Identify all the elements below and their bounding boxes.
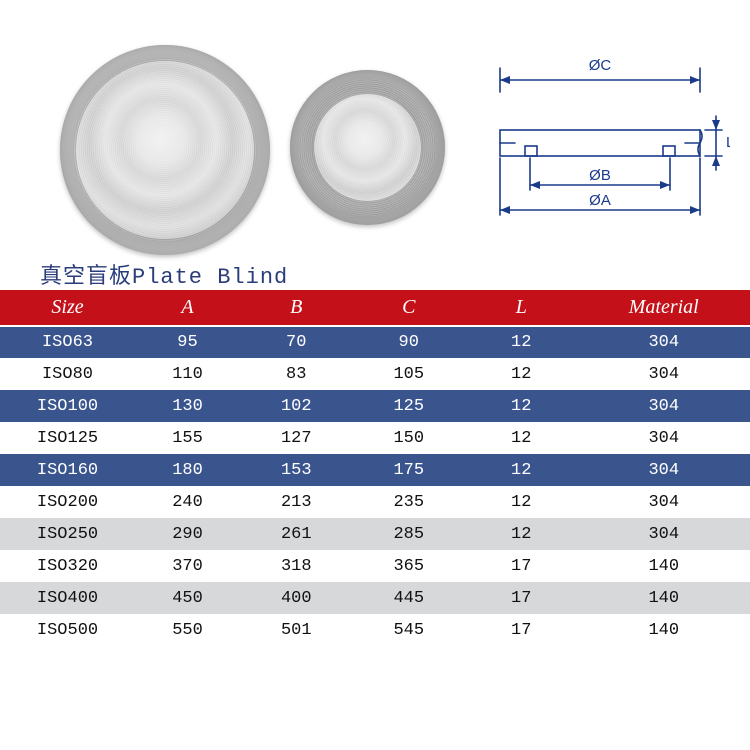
table-cell: 304 — [578, 422, 750, 454]
table-row: ISO10013010212512304 — [0, 390, 750, 422]
table-cell: 450 — [135, 582, 240, 614]
table-cell: 240 — [135, 486, 240, 518]
table-cell: ISO63 — [0, 326, 135, 358]
table-cell: ISO160 — [0, 454, 135, 486]
table-cell: 304 — [578, 518, 750, 550]
figure-region: ØC ØB — [0, 0, 750, 280]
table-cell: 12 — [465, 326, 578, 358]
table-cell: 304 — [578, 326, 750, 358]
table-cell: 12 — [465, 454, 578, 486]
table-cell: 213 — [240, 486, 353, 518]
table-row: ISO32037031836517140 — [0, 550, 750, 582]
table-cell: ISO500 — [0, 614, 135, 646]
table-cell: ISO80 — [0, 358, 135, 390]
table-cell: 102 — [240, 390, 353, 422]
product-title: 真空盲板Plate Blind — [40, 258, 288, 290]
table-header-cell: Size — [0, 290, 135, 326]
table-header-row: SizeABCLMaterial — [0, 290, 750, 326]
table-cell: 127 — [240, 422, 353, 454]
table-cell: 90 — [353, 326, 466, 358]
dim-label-c: ØC — [589, 57, 612, 74]
table-cell: 370 — [135, 550, 240, 582]
table-cell: ISO250 — [0, 518, 135, 550]
table-header-cell: L — [465, 290, 578, 326]
table-cell: 12 — [465, 518, 578, 550]
dim-label-l: L — [726, 134, 730, 151]
table-cell: 155 — [135, 422, 240, 454]
dim-label-b: ØB — [589, 167, 611, 184]
table-cell: 12 — [465, 486, 578, 518]
table-cell: 235 — [353, 486, 466, 518]
table-cell: 70 — [240, 326, 353, 358]
table-cell: 130 — [135, 390, 240, 422]
table-header-cell: A — [135, 290, 240, 326]
table-cell: 110 — [135, 358, 240, 390]
table-cell: 304 — [578, 486, 750, 518]
table-cell: 285 — [353, 518, 466, 550]
table-cell: ISO320 — [0, 550, 135, 582]
table-row: ISO801108310512304 — [0, 358, 750, 390]
table-cell: 445 — [353, 582, 466, 614]
table-header-cell: B — [240, 290, 353, 326]
spec-table-container: SizeABCLMaterial ISO6395709012304ISO8011… — [0, 290, 750, 646]
product-photo-large — [60, 45, 270, 255]
product-photo-small — [290, 70, 445, 225]
table-cell: 12 — [465, 358, 578, 390]
table-cell: 180 — [135, 454, 240, 486]
table-cell: 501 — [240, 614, 353, 646]
table-header-cell: Material — [578, 290, 750, 326]
table-cell: 12 — [465, 422, 578, 454]
table-cell: 550 — [135, 614, 240, 646]
table-row: ISO20024021323512304 — [0, 486, 750, 518]
table-cell: 304 — [578, 358, 750, 390]
table-cell: 304 — [578, 454, 750, 486]
table-cell: 17 — [465, 614, 578, 646]
table-cell: 140 — [578, 582, 750, 614]
table-cell: 545 — [353, 614, 466, 646]
table-row: ISO12515512715012304 — [0, 422, 750, 454]
table-cell: ISO400 — [0, 582, 135, 614]
table-cell: 304 — [578, 390, 750, 422]
table-row: ISO50055050154517140 — [0, 614, 750, 646]
table-cell: 318 — [240, 550, 353, 582]
table-cell: 105 — [353, 358, 466, 390]
table-cell: 83 — [240, 358, 353, 390]
table-cell: 95 — [135, 326, 240, 358]
table-row: ISO16018015317512304 — [0, 454, 750, 486]
table-cell: 365 — [353, 550, 466, 582]
table-cell: 153 — [240, 454, 353, 486]
spec-table: SizeABCLMaterial ISO6395709012304ISO8011… — [0, 290, 750, 646]
table-cell: 261 — [240, 518, 353, 550]
table-cell: 140 — [578, 614, 750, 646]
table-cell: 400 — [240, 582, 353, 614]
table-cell: 125 — [353, 390, 466, 422]
table-cell: 150 — [353, 422, 466, 454]
table-cell: 175 — [353, 454, 466, 486]
table-row: ISO25029026128512304 — [0, 518, 750, 550]
table-row: ISO40045040044517140 — [0, 582, 750, 614]
technical-drawing: ØC ØB — [470, 40, 730, 230]
table-cell: 290 — [135, 518, 240, 550]
table-header-cell: C — [353, 290, 466, 326]
dim-label-a: ØA — [589, 192, 611, 209]
table-cell: ISO200 — [0, 486, 135, 518]
table-row: ISO6395709012304 — [0, 326, 750, 358]
table-cell: 17 — [465, 582, 578, 614]
table-cell: 12 — [465, 390, 578, 422]
table-cell: 140 — [578, 550, 750, 582]
table-cell: 17 — [465, 550, 578, 582]
table-cell: ISO100 — [0, 390, 135, 422]
table-cell: ISO125 — [0, 422, 135, 454]
